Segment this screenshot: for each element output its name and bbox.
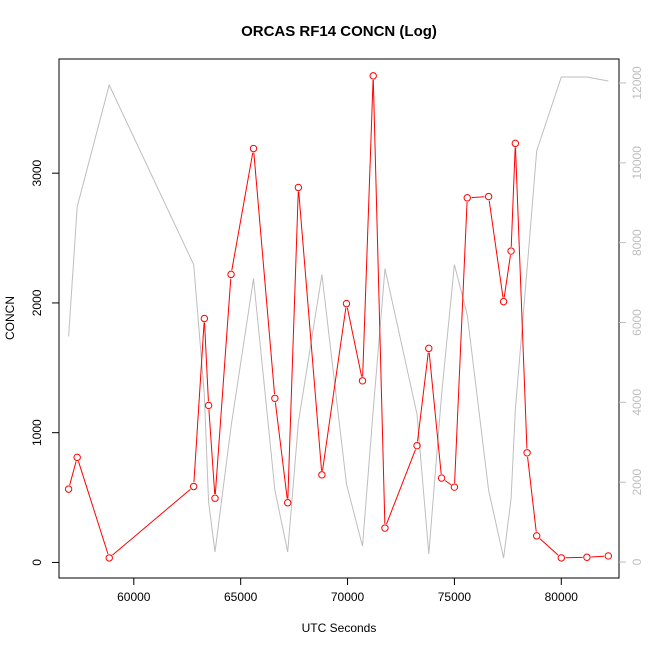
red-series-segment [322,307,347,471]
red-series-segment [386,449,416,525]
red-series-point [249,144,258,153]
red-series-point [204,401,213,410]
red-series-segment [539,538,559,556]
red-series-segment [298,191,323,471]
y-tick-label: 3000 [30,160,44,187]
gray-series-line [68,76,609,559]
red-series-point [105,554,113,562]
red-series-segment [372,80,386,524]
series-layer [64,72,613,562]
red-series-segment [69,461,77,486]
red-series-segment [428,352,442,474]
red-series-point [294,183,303,192]
red-series-point [425,344,433,353]
x-tick-label: 75000 [438,590,472,604]
red-series-point [189,482,198,491]
red-series-point [358,377,367,385]
y2-tick-label: 4000 [630,389,644,416]
x-axis-label: UTC Seconds [302,621,377,635]
y2-axis: 0 2000 4000 6000 8000 10000 12000 [619,66,644,565]
red-series-segment [193,322,205,483]
red-series-segment [417,352,429,442]
y-tick-label: 1000 [30,419,44,446]
red-series-point [583,553,591,561]
y2-tick-label: 10000 [630,146,644,180]
red-series-point [284,499,292,507]
red-series-point [318,471,326,479]
y2-tick-label: 0 [630,558,644,565]
red-series-point [211,494,219,502]
red-series-point [64,485,73,493]
y-tick-label: 0 [30,559,44,566]
plot-frame [58,58,620,579]
red-series-segment [503,255,511,298]
x-axis: 60000 65000 70000 75000 80000 [117,578,578,604]
red-series-segment [231,152,254,271]
y-tick-label: 2000 [30,289,44,316]
red-series-segment [362,80,374,377]
red-series-point [557,554,565,562]
y2-tick-label: 8000 [630,229,644,256]
y2-tick-label: 2000 [630,469,644,496]
red-series-point [484,192,493,201]
red-series-segment [471,196,485,199]
red-series-point [604,552,613,560]
chart-title: ORCAS RF14 CONCN (Log) [241,23,437,40]
red-series-point [507,247,515,255]
red-series-segment [488,200,504,298]
red-series-point [463,194,471,202]
red-series-point [437,474,446,482]
red-series-point [227,270,235,279]
y2-tick-label: 6000 [630,309,644,336]
x-tick-label: 65000 [224,590,258,604]
y-axis-label: CONCN [3,296,17,340]
red-series-point [511,139,520,148]
red-series-segment [444,480,452,486]
red-series-segment [591,555,605,558]
red-series-point [369,72,377,80]
y-axis: 0 1000 2000 3000 [30,160,59,566]
red-series-segment [274,402,288,499]
red-series-point [450,483,459,491]
red-series-segment [287,191,299,499]
red-series-point [523,449,531,457]
red-series-segment [346,307,363,377]
red-series-segment [253,152,276,395]
red-series-segment [214,278,232,495]
red-series-point [271,394,279,402]
x-tick-label: 80000 [545,590,579,604]
red-series-segment [527,456,537,532]
red-series-segment [112,488,191,556]
red-series-point [413,441,421,450]
red-series-point [342,299,351,308]
red-series-segment [510,147,516,247]
red-series-segment [204,322,209,402]
red-series-point [381,524,389,532]
x-tick-label: 60000 [117,590,151,604]
red-series-point [73,453,81,462]
red-series-segment [514,147,528,449]
y2-tick-label: 12000 [630,66,644,100]
red-series-segment [208,409,216,495]
red-series-point [499,297,508,306]
red-series-point [533,532,541,540]
red-series-point [200,314,209,323]
x-tick-label: 70000 [331,590,365,604]
red-series-segment [454,202,468,484]
red-series-segment [77,461,109,555]
